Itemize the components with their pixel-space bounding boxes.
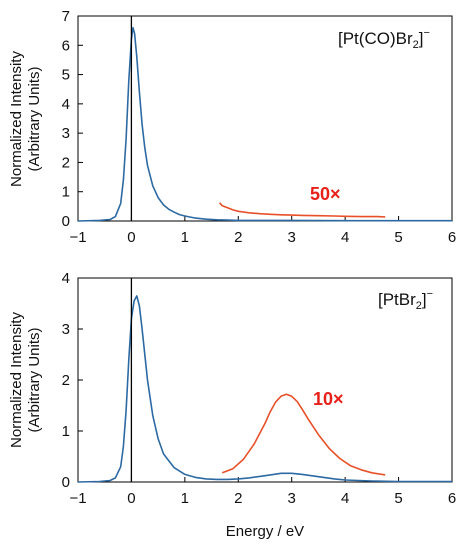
- top-species-main: [Pt(CO)Br: [338, 29, 413, 48]
- bottom-x-tick-label: 5: [394, 490, 402, 507]
- bottom-species-main: [PtBr: [378, 290, 416, 309]
- bottom-x-tick-label: 0: [127, 490, 135, 507]
- top-y-tick-label: 1: [62, 184, 70, 201]
- top-y-tick-label: 3: [62, 125, 70, 142]
- bottom-species-sub: 2: [416, 300, 422, 312]
- top-species-label: [Pt(CO)Br2]−: [338, 27, 430, 51]
- bottom-scale-factor-label: 10×: [313, 389, 344, 409]
- top-y-tick-label: 4: [62, 96, 70, 113]
- top-x-tick-label: 3: [288, 229, 296, 246]
- top-species-sup: −: [423, 27, 429, 39]
- top-y-axis-label-line2: (Arbitrary Units): [26, 66, 43, 171]
- top-x-tick-label: 0: [127, 229, 135, 246]
- bottom-y-tick-label: 4: [62, 270, 70, 287]
- bottom-y-axis-label-line1: Normalized Intensity: [8, 312, 25, 448]
- bottom-series-measured: [77, 295, 452, 483]
- top-x-tick-label: 4: [341, 229, 349, 246]
- top-y-tick-label: 0: [62, 213, 70, 230]
- bottom-x-tick-label: 1: [181, 490, 189, 507]
- top-x-tick-label: 2: [234, 229, 242, 246]
- top-species-close: ]: [419, 29, 424, 48]
- top-x-tick-label: 5: [394, 229, 402, 246]
- top-series-measured: [77, 26, 452, 222]
- bottom-x-tick-label: 3: [288, 490, 296, 507]
- top-y-tick-label: 7: [62, 8, 70, 25]
- x-axis-label: Energy / eV: [226, 523, 304, 540]
- top-scale-factor-label: 50×: [310, 184, 341, 204]
- bottom-x-tick-label: 4: [341, 490, 349, 507]
- bottom-y-tick-label: 1: [62, 423, 70, 440]
- top-species-sub: 2: [413, 39, 419, 51]
- bottom-y-tick-label: 0: [62, 474, 70, 491]
- top-y-tick-label: 6: [62, 37, 70, 54]
- bottom-species-close: ]: [422, 290, 427, 309]
- bottom-species-sup: −: [427, 288, 433, 300]
- top-series: [77, 26, 452, 222]
- bottom-series-scaled-10x: [222, 393, 386, 476]
- top-series-scaled-50x: [219, 202, 386, 218]
- top-y-tick-label: 2: [62, 154, 70, 171]
- top-x-tick-label: −1: [69, 229, 86, 246]
- top-y-axis-label-line1: Normalized Intensity: [8, 51, 25, 187]
- bottom-series: [77, 295, 452, 483]
- bottom-y-tick-label: 3: [62, 321, 70, 338]
- bottom-y-axis-label-line2: (Arbitrary Units): [26, 327, 43, 432]
- bottom-y-tick-label: 2: [62, 372, 70, 389]
- top-y-tick-label: 5: [62, 67, 70, 84]
- bottom-x-tick-label: 2: [234, 490, 242, 507]
- bottom-x-tick-label: 6: [448, 490, 456, 507]
- bottom-x-tick-label: −1: [69, 490, 86, 507]
- top-x-tick-label: 1: [181, 229, 189, 246]
- bottom-species-label: [PtBr2]−: [378, 288, 433, 312]
- top-x-tick-label: 6: [448, 229, 456, 246]
